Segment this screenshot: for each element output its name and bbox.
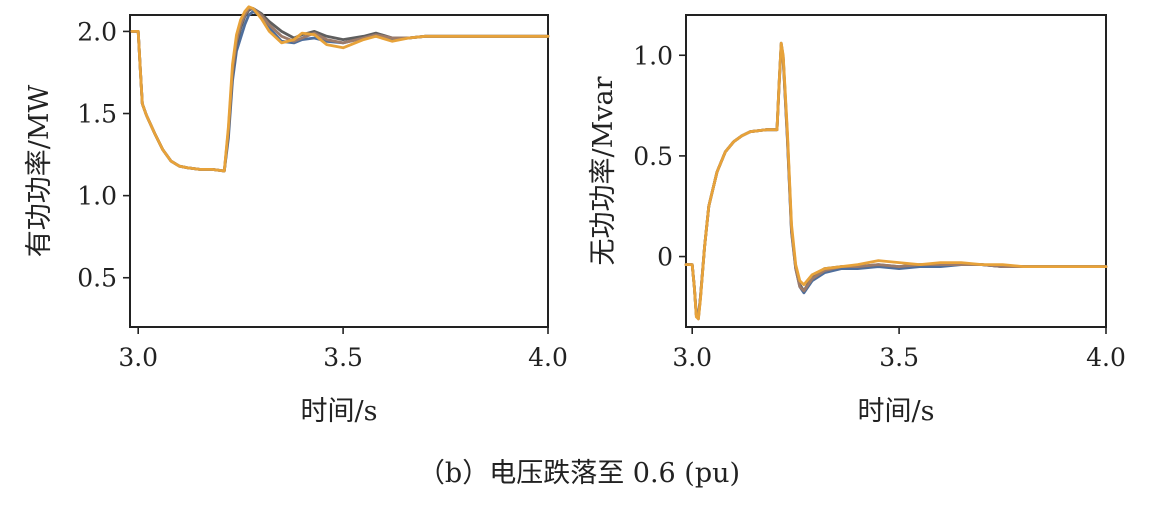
reactive-power-series-line-s3	[684, 43, 1108, 321]
active-power-y-tick-label: 0.5	[77, 264, 117, 293]
active-power-x-axis-label: 时间/s	[301, 396, 378, 427]
reactive-power-y-tick-label: 0.5	[633, 142, 673, 171]
reactive-power-chart: 0 0.5 1.0 3.0 3.5 4.0 时间/s 无功功率/Mvar	[588, 14, 1126, 427]
reactive-power-x-axis-label: 时间/s	[858, 396, 935, 427]
active-power-y-tick-label: 1.5	[77, 100, 117, 129]
active-power-series-line-s4	[130, 5, 550, 173]
active-power-x-ticks: 3.0 3.5 4.0	[118, 327, 568, 372]
active-power-x-tick-label: 3.0	[118, 343, 158, 372]
reactive-power-x-ticks: 3.0 3.5 4.0	[672, 327, 1126, 372]
reactive-power-y-ticks: 0 0.5 1.0	[633, 41, 686, 272]
active-power-plot-frame	[129, 14, 549, 328]
reactive-power-y-tick-label: 1.0	[633, 41, 673, 70]
reactive-power-x-tick-label: 3.5	[879, 343, 919, 372]
active-power-chart: 0.5 1.0 1.5 2.0 3.0 3.5 4.0 时间/s 有功功率/MW	[24, 5, 568, 427]
active-power-y-tick-label: 1.0	[77, 182, 117, 211]
active-power-y-axis-label: 有功功率/MW	[24, 85, 55, 258]
figure-caption: （b）电压跌落至 0.6 (pu)	[418, 458, 740, 489]
active-power-x-tick-label: 3.5	[323, 343, 363, 372]
reactive-power-x-tick-label: 4.0	[1086, 343, 1126, 372]
active-power-series-line-s3	[130, 7, 550, 173]
reactive-power-series-line-s2	[684, 41, 1108, 319]
active-power-series	[130, 5, 550, 173]
reactive-power-plot-frame	[685, 14, 1107, 328]
reactive-power-y-axis-label: 无功功率/Mvar	[588, 76, 619, 265]
reactive-power-series	[684, 41, 1108, 321]
active-power-x-tick-label: 4.0	[528, 343, 568, 372]
reactive-power-x-tick-label: 3.0	[672, 343, 712, 372]
reactive-power-y-tick-label: 0	[657, 243, 673, 272]
reactive-power-series-line-s4	[684, 41, 1108, 321]
active-power-y-ticks: 0.5 1.0 1.5 2.0	[77, 17, 130, 293]
active-power-series-line-s2	[130, 7, 550, 173]
active-power-y-tick-label: 2.0	[77, 17, 117, 46]
reactive-power-series-line-s1	[684, 43, 1108, 319]
